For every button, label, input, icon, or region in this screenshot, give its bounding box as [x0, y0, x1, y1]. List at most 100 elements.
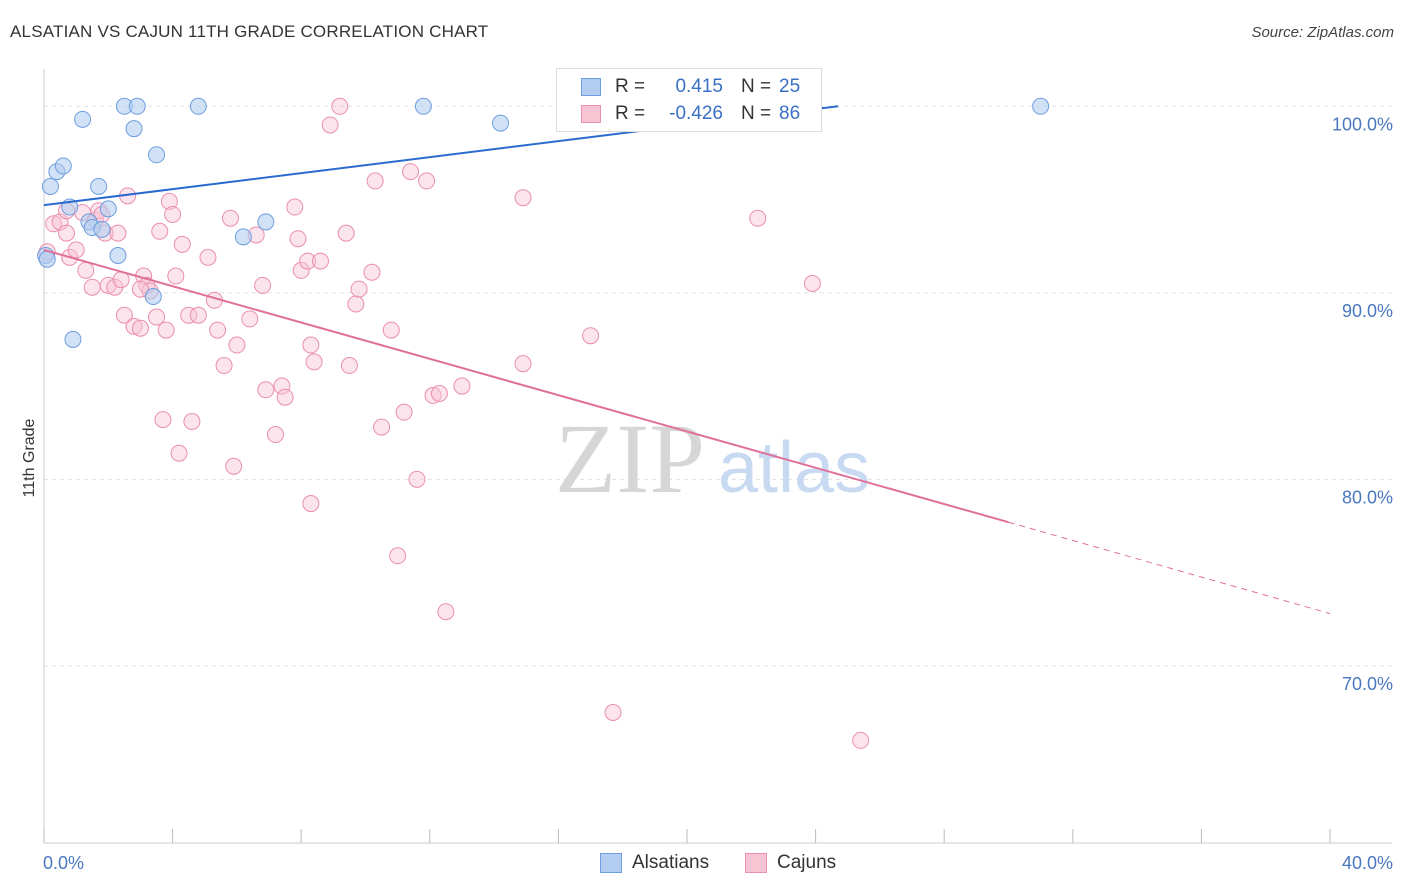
legend-item-alsatians[interactable]: Alsatians [600, 852, 709, 874]
cajun-point[interactable] [131, 319, 149, 337]
x-tick-label: 0.0% [43, 853, 84, 873]
alsatian-point[interactable] [144, 288, 162, 306]
cajun-point[interactable] [749, 209, 767, 227]
alsatian-point[interactable] [99, 200, 117, 218]
tick-labels: 70.0% 80.0% 90.0% 100.0% 0.0% 40.0% [43, 114, 1393, 873]
alsatian-point[interactable] [90, 177, 108, 195]
alsatian-point[interactable] [189, 97, 207, 115]
cajun-point[interactable] [430, 385, 448, 403]
cajun-point[interactable] [389, 547, 407, 565]
cajun-point[interactable] [289, 230, 307, 248]
cajun-point[interactable] [215, 357, 233, 375]
alsatian-point[interactable] [38, 250, 56, 268]
cajun-point[interactable] [276, 388, 294, 406]
alsatian-point[interactable] [109, 247, 127, 265]
cajun-point[interactable] [170, 444, 188, 462]
cajun-point[interactable] [305, 353, 323, 371]
cajun-point[interactable] [83, 278, 101, 296]
cajun-point[interactable] [453, 377, 471, 395]
cajun-point[interactable] [157, 321, 175, 339]
cajun-point[interactable] [514, 189, 532, 207]
cajun-point[interactable] [99, 276, 117, 294]
cajun-point[interactable] [173, 235, 191, 253]
cajun-point[interactable] [311, 252, 329, 270]
cajun-point[interactable] [852, 731, 870, 749]
cajun-trend-extension [1008, 521, 1331, 615]
cajun-point[interactable] [604, 703, 622, 721]
cajun-point[interactable] [363, 263, 381, 281]
cajun-point[interactable] [437, 603, 455, 621]
cajun-point[interactable] [154, 411, 172, 429]
cajun-point[interactable] [582, 327, 600, 345]
alsatian-point[interactable] [148, 146, 166, 164]
cajun-point[interactable] [286, 198, 304, 216]
cajun-point[interactable] [254, 276, 272, 294]
cajun-point[interactable] [228, 336, 246, 354]
alsatian-point[interactable] [128, 97, 146, 115]
cajun-point[interactable] [402, 163, 420, 181]
n-label: N = [741, 103, 772, 124]
cajun-point[interactable] [148, 308, 166, 326]
cajun-point[interactable] [424, 386, 442, 404]
cajun-point[interactable] [125, 317, 143, 335]
cajun-point[interactable] [803, 274, 821, 292]
cajun-point[interactable] [164, 205, 182, 223]
alsatian-point[interactable] [257, 213, 275, 231]
x-tick-label: 40.0% [1342, 853, 1393, 873]
cajun-point[interactable] [299, 252, 317, 270]
alsatian-point[interactable] [1032, 97, 1050, 115]
cajun-point[interactable] [273, 377, 291, 395]
cajun-point[interactable] [58, 224, 76, 242]
cajun-point[interactable] [382, 321, 400, 339]
cajun-point[interactable] [395, 403, 413, 421]
cajun-point[interactable] [109, 224, 127, 242]
cajun-point[interactable] [257, 381, 275, 399]
cajun-legend-swatch [745, 853, 767, 873]
alsatian-point[interactable] [234, 228, 252, 246]
cajun-point[interactable] [45, 215, 63, 233]
alsatian-legend-swatch [600, 853, 622, 873]
alsatian-point[interactable] [54, 157, 72, 175]
cajun-point[interactable] [67, 241, 85, 259]
cajun-point[interactable] [347, 295, 365, 313]
cajun-point[interactable] [337, 224, 355, 242]
cajun-point[interactable] [241, 310, 259, 328]
alsatian-point[interactable] [74, 110, 92, 128]
cajun-point[interactable] [180, 306, 198, 324]
cajun-point[interactable] [302, 336, 320, 354]
legend-row-alsatians: R = 0.415 N = 25 [581, 74, 800, 100]
cajun-point[interactable] [366, 172, 384, 190]
cajun-point[interactable] [514, 355, 532, 373]
alsatian-point[interactable] [64, 330, 82, 348]
cajun-point[interactable] [167, 267, 185, 285]
cajun-point[interactable] [331, 97, 349, 115]
alsatian-point[interactable] [93, 220, 111, 238]
cajun-point[interactable] [209, 321, 227, 339]
cajun-point[interactable] [302, 495, 320, 513]
cajun-point[interactable] [266, 426, 284, 444]
y-tick-label: 70.0% [1342, 674, 1393, 694]
cajun-point[interactable] [350, 280, 368, 298]
cajun-point[interactable] [292, 261, 310, 279]
cajun-point[interactable] [225, 457, 243, 475]
cajun-point[interactable] [160, 192, 178, 210]
cajun-point[interactable] [131, 280, 149, 298]
alsatian-point[interactable] [414, 97, 432, 115]
legend-item-cajuns[interactable]: Cajuns [745, 852, 836, 874]
cajun-point[interactable] [151, 222, 169, 240]
cajun-point[interactable] [321, 116, 339, 134]
alsatian-point[interactable] [492, 114, 510, 132]
cajun-point[interactable] [77, 261, 95, 279]
alsatian-point[interactable] [125, 120, 143, 138]
cajun-point[interactable] [189, 306, 207, 324]
cajun-point[interactable] [221, 209, 239, 227]
cajun-point[interactable] [115, 306, 133, 324]
cajun-point[interactable] [408, 470, 426, 488]
cajun-point[interactable] [199, 248, 217, 266]
cajun-point[interactable] [418, 172, 436, 190]
cajun-point[interactable] [340, 357, 358, 375]
y-tick-label: 90.0% [1342, 301, 1393, 321]
alsatian-point[interactable] [41, 177, 59, 195]
cajun-point[interactable] [373, 418, 391, 436]
cajun-point[interactable] [183, 412, 201, 430]
